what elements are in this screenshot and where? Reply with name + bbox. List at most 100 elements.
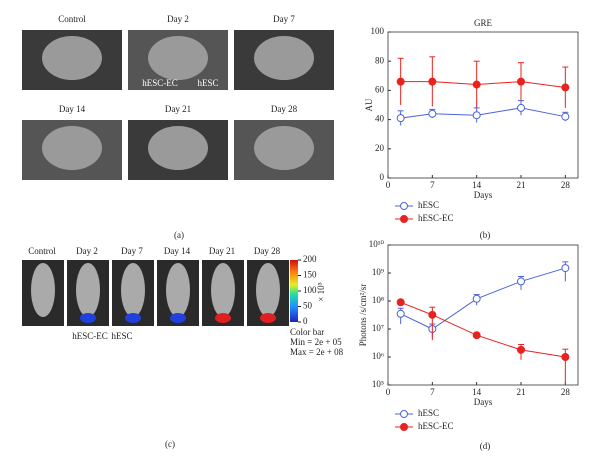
colorbar-tick-label: 50 [303, 301, 313, 311]
marker [396, 298, 405, 307]
x-tick-label: 14 [472, 387, 482, 397]
x-tick-label: 28 [561, 387, 571, 397]
y-axis-label: AU [364, 98, 374, 111]
mri-tissue [254, 126, 314, 170]
marker [472, 111, 481, 120]
image-label: Day 21 [209, 246, 235, 256]
image-label: Day 7 [273, 14, 295, 24]
colorbar-text: Max = 2e + 08 [290, 347, 344, 357]
mri-tissue [42, 126, 102, 170]
image-label: Day 7 [121, 246, 143, 256]
y-tick-label: 10⁷ [372, 323, 384, 333]
marker [561, 353, 570, 361]
x-axis-label: Days [474, 397, 493, 407]
marker [561, 83, 570, 92]
signal [260, 313, 276, 323]
plot-frame [387, 244, 579, 386]
legend-marker [400, 410, 408, 418]
annotation: hESC-EC [142, 78, 178, 88]
image-label: Day 14 [164, 246, 191, 256]
x-tick-label: 7 [430, 180, 435, 190]
x-tick-label: 14 [472, 180, 482, 190]
mri-tissue [254, 36, 314, 80]
marker [517, 103, 525, 112]
image-label: Control [58, 14, 86, 24]
marker [517, 345, 525, 354]
signal [170, 313, 186, 323]
marker [396, 114, 405, 123]
y-tick-label: 80 [375, 55, 385, 65]
signal [80, 313, 96, 323]
annotation: hESC [111, 331, 132, 341]
mouse [76, 263, 100, 317]
image-label: Day 14 [59, 104, 86, 114]
marker [472, 294, 481, 303]
colorbar-text: Min = 2e + 05 [290, 337, 342, 347]
image-label: Day 28 [271, 104, 298, 114]
x-tick-label: 0 [386, 387, 391, 397]
colorbar-text: Color bar [290, 327, 324, 337]
marker [561, 264, 570, 273]
marker [428, 109, 437, 118]
chart-title: GRE [474, 18, 493, 28]
series-line [400, 301, 566, 358]
marker [428, 77, 437, 86]
legend-marker [400, 202, 408, 210]
y-axis-label: Photons /s/cm²/sr [358, 284, 368, 346]
color-bar [290, 260, 298, 322]
marker [472, 80, 481, 89]
marker [396, 77, 405, 86]
signal [215, 313, 231, 323]
series-line [400, 81, 566, 88]
marker [561, 112, 570, 121]
mouse [256, 263, 280, 317]
legend-label: hESC-EC [418, 213, 454, 223]
image-label: Day 21 [165, 104, 191, 114]
colorbar-tick-label: 100 [303, 285, 317, 295]
annotation: hESC [197, 78, 218, 88]
plot-frame [387, 31, 579, 179]
mouse [121, 263, 145, 317]
caption: (c) [165, 439, 175, 449]
caption: (d) [480, 441, 491, 451]
x-tick-label: 7 [430, 387, 435, 397]
x-tick-label: 28 [561, 180, 571, 190]
mouse [211, 263, 235, 317]
legend-label: hESC [418, 408, 439, 418]
mri-tissue [42, 36, 102, 80]
legend-marker [400, 423, 408, 431]
mri-tissue [148, 126, 208, 170]
marker [517, 77, 525, 86]
marker [428, 310, 437, 319]
caption: (b) [480, 230, 491, 240]
image-label: Day 2 [76, 246, 98, 256]
image-label: Control [28, 246, 56, 256]
series-line [400, 267, 566, 330]
series-line [400, 107, 566, 119]
y-tick-label: 10⁵ [372, 379, 384, 389]
colorbar-unit: × 10⁵ [316, 282, 326, 301]
y-tick-label: 20 [375, 143, 385, 153]
mri-tissue [148, 36, 208, 80]
y-tick-label: 0 [380, 172, 385, 182]
caption: (a) [174, 230, 184, 240]
legend-label: hESC [418, 200, 439, 210]
x-axis-label: Days [474, 190, 493, 200]
marker [472, 331, 481, 340]
mouse [31, 263, 55, 317]
y-tick-label: 40 [375, 114, 385, 124]
y-tick-label: 60 [375, 84, 385, 94]
y-tick-label: 10⁶ [372, 351, 384, 361]
marker [396, 309, 405, 318]
x-tick-label: 21 [517, 180, 526, 190]
legend-label: hESC-EC [418, 421, 454, 431]
y-tick-label: 10⁹ [372, 267, 384, 277]
colorbar-tick-label: 150 [303, 270, 317, 280]
legend-marker [400, 215, 408, 223]
signal [125, 313, 141, 323]
marker [517, 277, 525, 286]
y-tick-label: 100 [371, 26, 385, 36]
colorbar-tick-label: 0 [303, 316, 308, 326]
mouse [166, 263, 190, 317]
